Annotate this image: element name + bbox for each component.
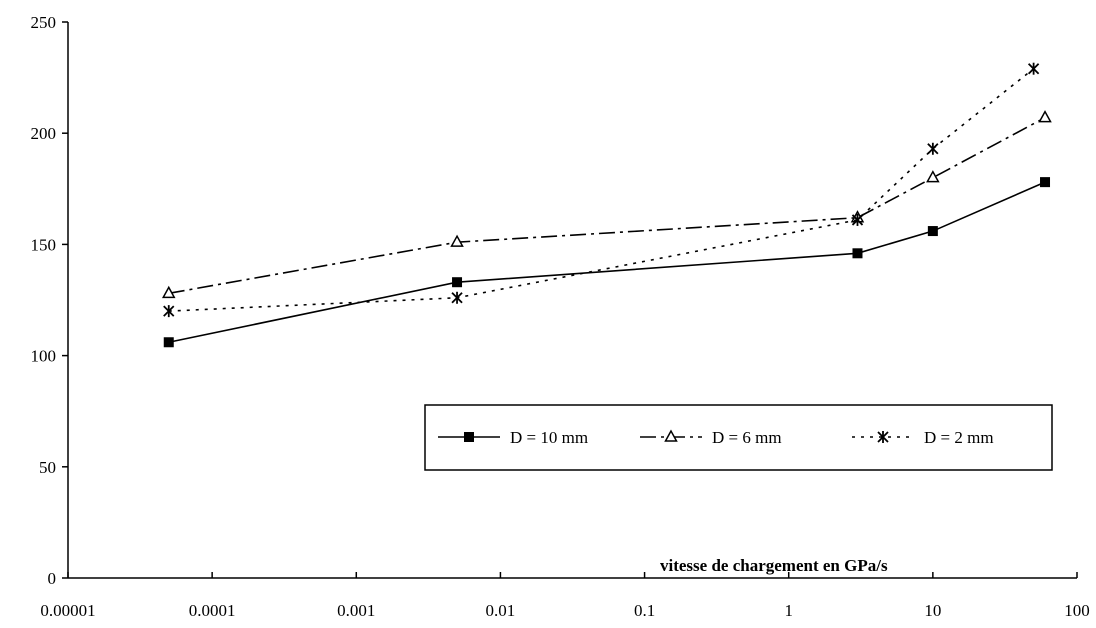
legend-marker — [664, 429, 678, 442]
legend-items: D = 10 mm D = 6 mm D = 2 mm — [438, 428, 994, 447]
legend-item: D = 10 mm — [438, 428, 588, 447]
y-tick-label: 50 — [39, 458, 56, 477]
x-tick-label: 0.01 — [486, 601, 516, 620]
y-tick-label: 250 — [31, 13, 57, 32]
x-tick-label: 0.0001 — [189, 601, 236, 620]
data-point — [161, 285, 176, 299]
series-2 — [161, 110, 1052, 299]
y-tick-label: 150 — [31, 235, 57, 254]
x-tick-label: 100 — [1064, 601, 1090, 620]
x-tick-label: 0.001 — [337, 601, 375, 620]
data-point — [451, 291, 463, 304]
data-point — [163, 305, 175, 318]
x-tick-label: 10 — [924, 601, 941, 620]
series-1 — [163, 177, 1051, 348]
data-point — [852, 248, 863, 259]
y-tick-label: 0 — [48, 569, 57, 588]
data-point — [1040, 177, 1051, 188]
x-tick-label: 1 — [784, 601, 793, 620]
legend-label: D = 2 mm — [924, 428, 994, 447]
series-line — [168, 68, 1035, 312]
legend: D = 10 mm D = 6 mm D = 2 mm — [424, 404, 1053, 471]
y-ticks: 0 50 100 150 200 250 — [31, 13, 68, 588]
axes — [67, 22, 1077, 579]
data-point — [926, 170, 940, 183]
x-axis-label: vitesse de chargement en GPa/s — [660, 556, 888, 575]
y-tick-label: 100 — [31, 347, 57, 366]
data-point — [452, 277, 463, 288]
legend-item: D = 6 mm — [640, 428, 782, 447]
series-3 — [163, 62, 1040, 318]
data-point — [927, 142, 939, 155]
series-line — [168, 181, 1046, 344]
legend-label: D = 10 mm — [510, 428, 588, 447]
data-point — [1027, 62, 1040, 75]
data-point — [1038, 110, 1052, 123]
data-point — [851, 213, 864, 226]
legend-box — [424, 404, 1053, 471]
data-point — [163, 337, 174, 348]
x-ticks: 0.00001 0.0001 0.001 0.01 0.1 1 10 100 — [40, 572, 1090, 620]
series-layer — [161, 62, 1052, 348]
y-tick-label: 200 — [31, 124, 57, 143]
x-tick-label: 0.1 — [634, 601, 655, 620]
legend-item: D = 2 mm — [852, 428, 994, 447]
x-tick-label: 0.00001 — [40, 601, 95, 620]
data-point — [450, 234, 464, 247]
legend-label: D = 6 mm — [712, 428, 782, 447]
data-point — [927, 226, 938, 237]
legend-marker — [877, 431, 889, 443]
legend-marker — [464, 432, 474, 442]
series-line — [168, 116, 1046, 295]
